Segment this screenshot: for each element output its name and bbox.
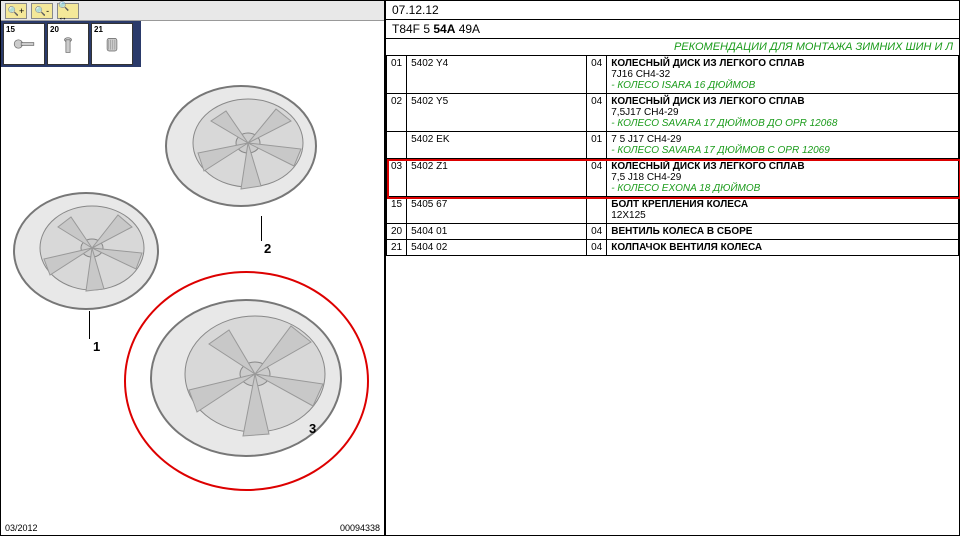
part-desc: КОЛПАЧОК ВЕНТИЛЯ КОЛЕСА — [607, 240, 959, 256]
table-row[interactable]: 215404 0204КОЛПАЧОК ВЕНТИЛЯ КОЛЕСА — [387, 240, 959, 256]
zoom-out-icon[interactable]: 🔍- — [31, 3, 53, 19]
part-desc: КОЛЕСНЫЙ ДИСК ИЗ ЛЕГКОГО СПЛАВ7,5 J18 CH… — [607, 159, 959, 197]
row-index: 20 — [387, 224, 407, 240]
parts-diagram: 2 1 3 — [1, 71, 384, 515]
zoom-in-icon[interactable]: 🔍+ — [5, 3, 27, 19]
row-index: 03 — [387, 159, 407, 197]
code-suffix: 49A — [455, 22, 480, 36]
part-code: 5402 Z1 — [407, 159, 587, 197]
parts-panel: 07.12.12 T84F 5 54A 49A РЕКОМЕНДАЦИИ ДЛЯ… — [385, 0, 960, 536]
recommendation-bar: РЕКОМЕНДАЦИИ ДЛЯ МОНТАЖА ЗИМНИХ ШИН И Л — [386, 38, 959, 55]
footer-date: 03/2012 — [5, 523, 38, 533]
part-qty: 04 — [587, 94, 607, 132]
thumbnail-strip: 15 20 21 — [1, 21, 141, 67]
marker-line — [89, 311, 90, 339]
part-qty: 04 — [587, 240, 607, 256]
row-index — [387, 132, 407, 159]
thumb-label: 20 — [50, 25, 59, 34]
marker-1: 1 — [93, 339, 100, 354]
table-row[interactable]: 205404 0104ВЕНТИЛЬ КОЛЕСА В СБОРЕ — [387, 224, 959, 240]
part-qty: 01 — [587, 132, 607, 159]
part-code: 5402 Y4 — [407, 56, 587, 94]
marker-3: 3 — [309, 421, 316, 436]
part-code: 5402 EK — [407, 132, 587, 159]
diagram-panel: 🔍+ 🔍- 🔍↔ 15 20 21 — [0, 0, 385, 536]
part-desc: 7 5 J17 CH4-29- КОЛЕСО SAVARA 17 ДЮЙМОВ … — [607, 132, 959, 159]
part-qty: 04 — [587, 224, 607, 240]
thumb-20[interactable]: 20 — [47, 23, 89, 65]
part-desc: ВЕНТИЛЬ КОЛЕСА В СБОРЕ — [607, 224, 959, 240]
part-code: 5404 02 — [407, 240, 587, 256]
footer-doc: 00094338 — [340, 523, 380, 533]
part-qty: 04 — [587, 159, 607, 197]
table-row[interactable]: 035402 Z104КОЛЕСНЫЙ ДИСК ИЗ ЛЕГКОГО СПЛА… — [387, 159, 959, 197]
table-row[interactable]: 025402 Y504КОЛЕСНЫЙ ДИСК ИЗ ЛЕГКОГО СПЛА… — [387, 94, 959, 132]
table-row[interactable]: 5402 EK017 5 J17 CH4-29- КОЛЕСО SAVARA 1… — [387, 132, 959, 159]
thumb-label: 15 — [6, 25, 15, 34]
toolbar: 🔍+ 🔍- 🔍↔ — [1, 1, 384, 21]
row-index: 01 — [387, 56, 407, 94]
table-row[interactable]: 015402 Y404КОЛЕСНЫЙ ДИСК ИЗ ЛЕГКОГО СПЛА… — [387, 56, 959, 94]
thumb-21[interactable]: 21 — [91, 23, 133, 65]
row-index: 21 — [387, 240, 407, 256]
header-date: 07.12.12 — [386, 1, 959, 20]
thumb-label: 21 — [94, 25, 103, 34]
zoom-fit-icon[interactable]: 🔍↔ — [57, 3, 79, 19]
code-prefix: T84F 5 — [392, 22, 433, 36]
part-qty — [587, 197, 607, 224]
part-desc: КОЛЕСНЫЙ ДИСК ИЗ ЛЕГКОГО СПЛАВ7,5J17 CH4… — [607, 94, 959, 132]
part-qty: 04 — [587, 56, 607, 94]
part-desc: КОЛЕСНЫЙ ДИСК ИЗ ЛЕГКОГО СПЛАВ7J16 CH4-3… — [607, 56, 959, 94]
thumb-15[interactable]: 15 — [3, 23, 45, 65]
row-index: 02 — [387, 94, 407, 132]
code-bold: 54A — [433, 22, 455, 36]
row-index: 15 — [387, 197, 407, 224]
part-code: 5402 Y5 — [407, 94, 587, 132]
part-code: 5404 01 — [407, 224, 587, 240]
wheel-3-icon — [141, 286, 351, 471]
marker-line — [261, 216, 262, 241]
parts-table: 015402 Y404КОЛЕСНЫЙ ДИСК ИЗ ЛЕГКОГО СПЛА… — [386, 55, 959, 256]
wheel-2-icon — [156, 71, 326, 221]
marker-2: 2 — [264, 241, 271, 256]
part-desc: БОЛТ КРЕПЛЕНИЯ КОЛЕСА12X125 — [607, 197, 959, 224]
header-code: T84F 5 54A 49A — [386, 20, 959, 38]
part-code: 5405 67 — [407, 197, 587, 224]
table-row[interactable]: 155405 67 БОЛТ КРЕПЛЕНИЯ КОЛЕСА12X125 — [387, 197, 959, 224]
